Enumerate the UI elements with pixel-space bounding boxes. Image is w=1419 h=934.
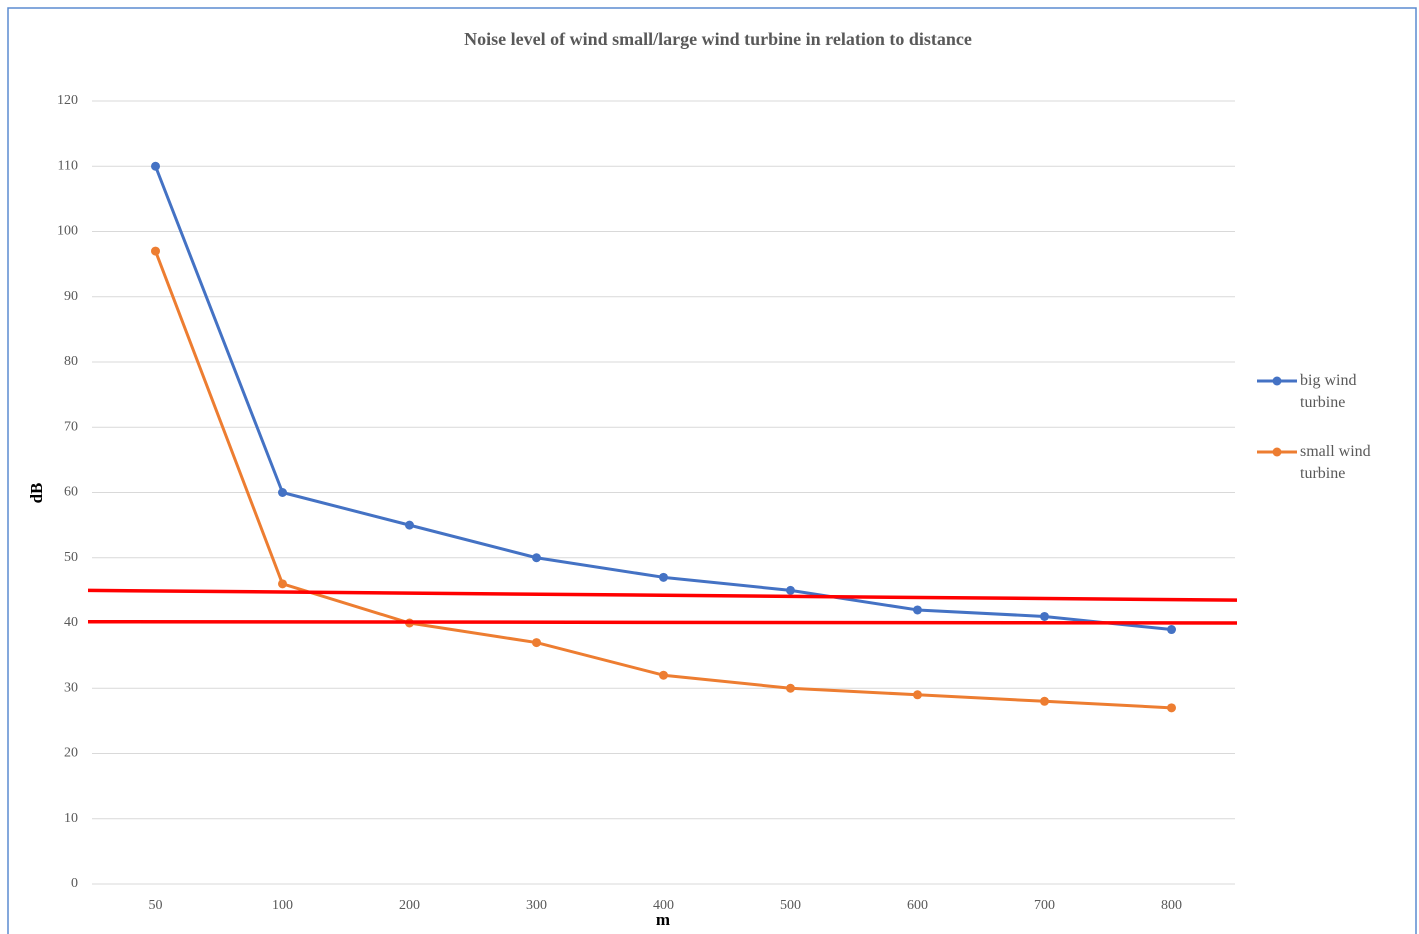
- data-point: [1167, 625, 1176, 635]
- data-point: [913, 690, 922, 700]
- x-tick-label: 400: [653, 898, 674, 913]
- x-tick-label: 50: [149, 898, 163, 913]
- legend-marker: [1272, 447, 1282, 457]
- data-point: [1040, 611, 1049, 621]
- y-tick-label: 40: [64, 615, 78, 630]
- legend-label: big wind turbine: [1300, 372, 1357, 411]
- y-tick-label: 10: [64, 811, 78, 826]
- x-tick-label: 800: [1161, 898, 1182, 913]
- data-point: [659, 572, 668, 582]
- chart-title: Noise level of wind small/large wind tur…: [464, 29, 972, 49]
- legend-marker: [1272, 376, 1282, 386]
- y-tick-label: 50: [64, 550, 78, 565]
- chart-frame: [7, 7, 1417, 934]
- data-point: [913, 605, 922, 615]
- data-point: [532, 638, 541, 648]
- data-point: [278, 579, 287, 589]
- x-tick-label: 300: [526, 898, 547, 913]
- y-tick-label: 60: [64, 485, 78, 500]
- y-axis-title: dB: [27, 483, 46, 504]
- data-point: [786, 585, 795, 595]
- data-point: [151, 161, 160, 171]
- data-point: [786, 683, 795, 693]
- y-tick-label: 110: [58, 158, 78, 173]
- data-point: [278, 488, 287, 497]
- x-axis-title: m: [656, 910, 670, 929]
- data-point: [659, 670, 668, 680]
- data-point: [1040, 696, 1049, 706]
- x-tick-label: 500: [780, 898, 801, 913]
- y-tick-label: 20: [64, 746, 78, 761]
- y-tick-label: 0: [71, 876, 78, 891]
- y-tick-label: 80: [64, 354, 78, 369]
- reference-line: [87, 588, 1238, 602]
- y-tick-label: 120: [57, 93, 78, 108]
- data-point: [532, 553, 541, 563]
- y-tick-label: 90: [64, 289, 78, 304]
- y-tick-label: 30: [64, 680, 78, 695]
- y-tick-label: 70: [64, 419, 78, 434]
- x-tick-label: 600: [907, 898, 928, 913]
- legend-label: small wind turbine: [1300, 443, 1371, 482]
- reference-line: [87, 619, 1238, 625]
- y-tick-label: 100: [57, 224, 78, 239]
- data-point: [405, 520, 414, 530]
- x-tick-label: 700: [1034, 898, 1055, 913]
- data-point: [1167, 703, 1176, 713]
- x-tick-label: 200: [399, 898, 420, 913]
- x-tick-label: 100: [272, 898, 293, 913]
- data-point: [151, 246, 160, 256]
